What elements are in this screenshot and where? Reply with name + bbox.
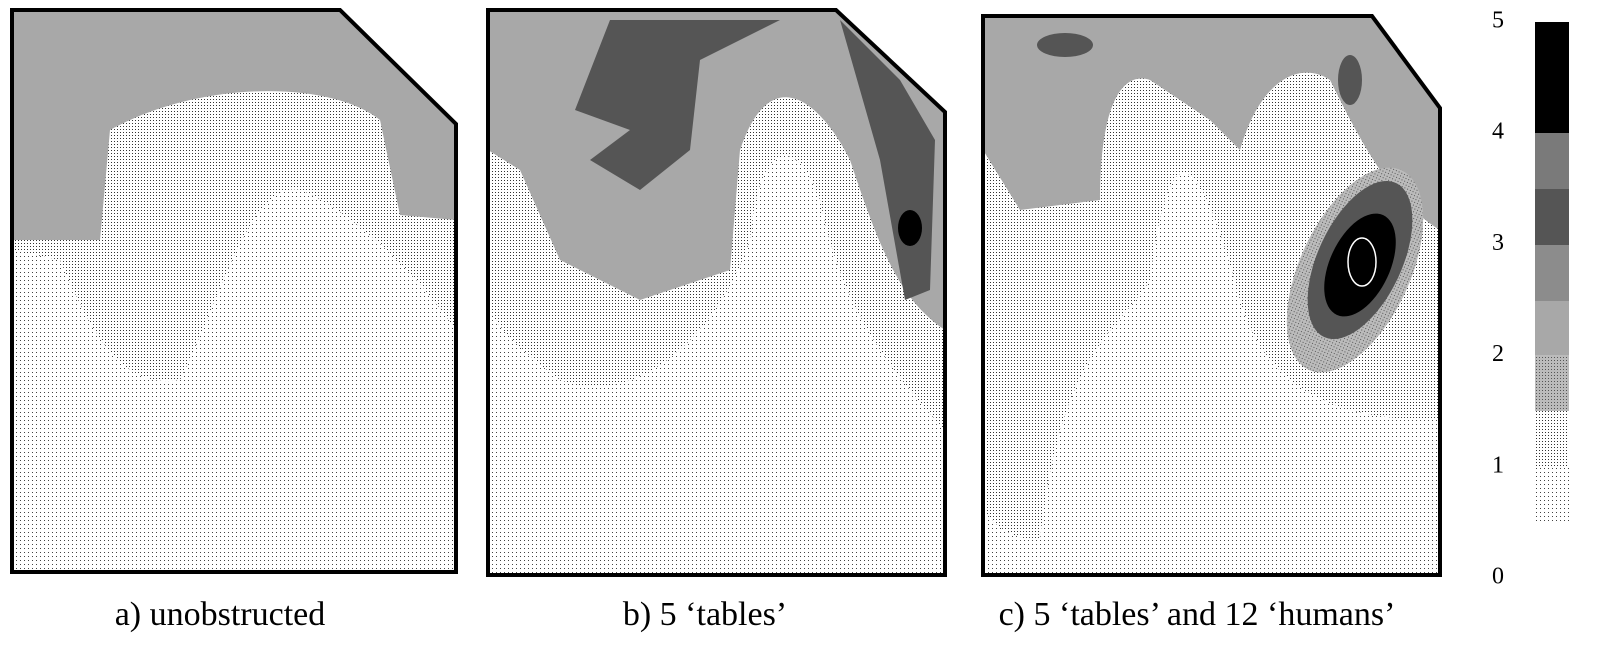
map-a <box>12 10 456 572</box>
colorbar-tick-label: 0 <box>1492 564 1504 590</box>
colorbar-tick-label: 2 <box>1492 341 1504 367</box>
map-c <box>983 16 1440 575</box>
map-b <box>488 10 945 575</box>
colorbar-tick-label: 3 <box>1492 230 1504 256</box>
map-b-outline <box>486 8 947 577</box>
colorbar-tick-label: 5 <box>1492 8 1504 34</box>
colorbar-tick-label: 4 <box>1492 119 1504 145</box>
colorbar-tick-label: 1 <box>1492 452 1504 478</box>
map-a-outline <box>10 8 458 574</box>
colorbar-ticks: 0 1 2 3 4 5 <box>1492 8 1504 590</box>
colorbar <box>1535 22 1569 522</box>
map-c-outline <box>981 14 1442 577</box>
caption: c) 5 ‘tables’ and 12 ‘humans’ <box>999 596 1396 633</box>
caption: a) unobstructed <box>115 596 326 633</box>
caption: b) 5 ‘tables’ <box>623 596 787 633</box>
